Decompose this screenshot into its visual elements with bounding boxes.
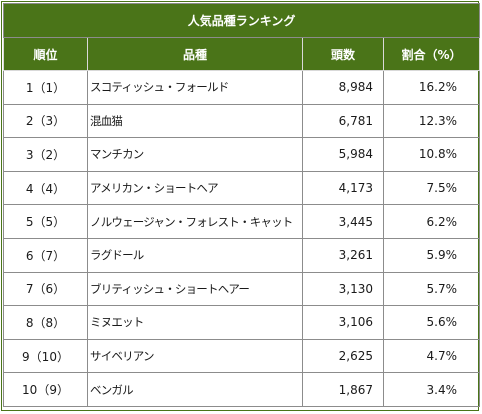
table-row: 6（7） ラグドール 3,261 5.9% [3, 237, 481, 273]
rank-cell: 5（5） [3, 204, 88, 239]
count-cell: 6,781 [302, 103, 384, 139]
table-row: 4（4） アメリカン・ショートヘア 4,173 7.5% [3, 170, 481, 206]
percent-cell: 5.7% [382, 271, 481, 307]
rank-cell: 3（2） [3, 137, 88, 172]
rank-cell: 6（7） [3, 237, 88, 273]
count-cell: 3,261 [302, 237, 384, 273]
percent-cell: 5.6% [382, 305, 481, 340]
breed-cell: ブリティッシュ・ショートヘアー [87, 271, 303, 307]
percent-cell: 6.2% [382, 204, 481, 239]
breed-cell: サイベリアン [87, 338, 303, 374]
percent-cell: 10.8% [382, 137, 481, 172]
rank-cell: 1（1） [3, 70, 88, 105]
table-row: 2（3） 混血猫 6,781 12.3% [3, 103, 481, 139]
table-row: 1（1） スコティッシュ・フォールド 8,984 16.2% [3, 70, 481, 105]
rank-cell: 7（6） [3, 271, 88, 307]
table-row: 7（6） ブリティッシュ・ショートヘアー 3,130 5.7% [3, 271, 481, 307]
count-cell: 8,984 [302, 70, 384, 105]
breed-cell: マンチカン [87, 137, 303, 172]
rank-cell: 2（3） [3, 103, 88, 139]
table-row: 5（5） ノルウェージャン・フォレスト・キャット 3,445 6.2% [3, 204, 481, 239]
breed-cell: ラグドール [87, 237, 303, 273]
rank-cell: 9（10） [3, 338, 88, 374]
percent-cell: 12.3% [382, 103, 481, 139]
table-row: 10（9） ベンガル 1,867 3.4% [3, 372, 481, 407]
count-cell: 3,106 [302, 305, 384, 340]
count-cell: 3,130 [302, 271, 384, 307]
header-rank: 順位 [3, 37, 88, 71]
breed-cell: 混血猫 [87, 103, 303, 139]
percent-cell: 16.2% [382, 70, 481, 105]
table-row: 9（10） サイベリアン 2,625 4.7% [3, 338, 481, 374]
percent-cell: 7.5% [382, 170, 481, 206]
count-cell: 5,984 [302, 137, 384, 172]
count-cell: 3,445 [302, 204, 384, 239]
ranking-table: 人気品種ランキング 順位 品種 頭数 割合（%） 1（1） スコティッシュ・フォ… [2, 3, 481, 407]
breed-cell: ベンガル [87, 372, 303, 407]
percent-cell: 3.4% [382, 372, 481, 407]
rank-cell: 8（8） [3, 305, 88, 340]
table-title: 人気品種ランキング [2, 3, 481, 38]
percent-cell: 5.9% [382, 237, 481, 273]
breed-cell: アメリカン・ショートヘア [87, 170, 303, 206]
count-cell: 2,625 [302, 338, 384, 374]
count-cell: 1,867 [302, 372, 384, 407]
table-row: 3（2） マンチカン 5,984 10.8% [3, 137, 481, 172]
count-cell: 4,173 [302, 170, 384, 206]
breed-cell: ノルウェージャン・フォレスト・キャット [87, 204, 303, 239]
rank-cell: 10（9） [3, 372, 88, 407]
breed-cell: ミヌエット [87, 305, 303, 340]
percent-cell: 4.7% [382, 338, 481, 374]
header-count: 頭数 [302, 37, 384, 71]
breed-cell: スコティッシュ・フォールド [87, 70, 303, 105]
header-breed: 品種 [87, 37, 303, 71]
rank-cell: 4（4） [3, 170, 88, 206]
table-row: 8（8） ミヌエット 3,106 5.6% [3, 305, 481, 340]
header-percent: 割合（%） [382, 37, 481, 71]
